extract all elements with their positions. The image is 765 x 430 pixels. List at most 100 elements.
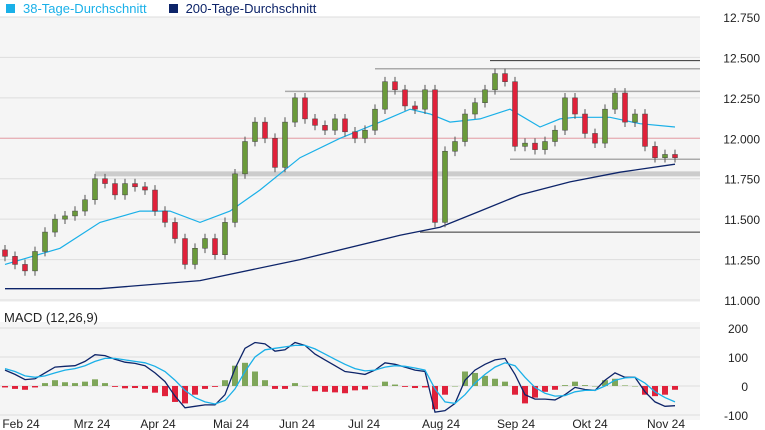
macd-histogram-bar	[592, 386, 598, 387]
macd-histogram-bar	[502, 381, 508, 386]
candle-up	[482, 89, 488, 103]
macd-histogram-bar	[512, 386, 518, 395]
x-tick-label: Jul 24	[348, 417, 380, 430]
macd-histogram-bar	[222, 380, 228, 386]
macd-histogram-bar	[482, 375, 488, 386]
candle-up	[492, 73, 498, 91]
candle-down	[212, 238, 218, 255]
candle-down	[432, 89, 438, 223]
candle-up	[32, 251, 38, 272]
macd-histogram-bar	[172, 386, 178, 402]
candle-down	[652, 146, 658, 158]
candle-down	[402, 89, 408, 107]
macd-tick-label: -100	[724, 409, 748, 423]
candle-up	[232, 173, 238, 223]
candle-up	[242, 141, 248, 175]
x-tick-label: Sep 24	[497, 417, 535, 430]
macd-histogram-bar	[142, 386, 148, 389]
candle-up	[192, 248, 198, 265]
candle-down	[112, 183, 118, 196]
macd-histogram-bar	[202, 386, 208, 389]
candle-up	[362, 129, 368, 139]
macd-tick-label: 0	[741, 380, 748, 394]
candle-up	[122, 183, 128, 196]
macd-histogram-bar	[342, 386, 348, 394]
macd-histogram-bar	[302, 386, 308, 387]
macd-histogram-bar	[122, 386, 128, 389]
candle-down	[412, 105, 418, 110]
candle-down	[302, 97, 308, 120]
macd-histogram-bar	[212, 386, 218, 387]
candle-down	[592, 133, 598, 144]
x-tick-label: Nov 24	[647, 417, 685, 430]
macd-histogram-bar	[292, 383, 298, 386]
macd-histogram-bar	[612, 378, 618, 386]
macd-plot-background	[0, 322, 700, 420]
macd-histogram-bar	[362, 386, 368, 390]
macd-histogram-bar	[322, 386, 328, 392]
candle-up	[372, 108, 378, 131]
macd-histogram-bar	[472, 372, 478, 386]
macd-histogram-bar	[272, 386, 278, 389]
legend-item-ma200[interactable]: 200-Tage-Durchschnitt	[168, 1, 317, 16]
macd-histogram-bar	[12, 386, 18, 389]
macd-histogram-bar	[22, 386, 28, 390]
price-tick-label: 11.750	[724, 173, 760, 187]
candle-up	[222, 222, 228, 255]
legend-label-ma200: 200-Tage-Durchschnitt	[185, 1, 317, 16]
macd-histogram-bar	[252, 371, 258, 386]
legend: 38-Tage-Durchschnitt 200-Tage-Durchschni…	[6, 1, 316, 16]
macd-histogram-bar	[62, 382, 68, 386]
macd-histogram-bar	[642, 386, 648, 395]
legend-label-ma38: 38-Tage-Durchschnitt	[23, 1, 147, 16]
candle-up	[542, 141, 548, 150]
price-tick-label: 11.500	[724, 213, 760, 227]
macd-histogram-bar	[92, 379, 98, 386]
candle-up	[462, 113, 468, 142]
x-tick-label: Okt 24	[572, 417, 608, 430]
legend-swatch-ma200	[168, 4, 178, 13]
legend-item-ma38[interactable]: 38-Tage-Durchschnitt	[6, 1, 147, 16]
candle-down	[272, 138, 278, 168]
macd-histogram-bar	[562, 385, 568, 386]
candle-up	[442, 150, 448, 223]
macd-histogram-bar	[182, 386, 188, 404]
candle-down	[322, 125, 328, 131]
candle-down	[102, 178, 108, 184]
macd-histogram-bar	[42, 383, 48, 386]
x-tick-label: Apr 24	[140, 417, 176, 430]
macd-histogram-bar	[282, 386, 288, 389]
candle-down	[532, 142, 538, 150]
x-tick-label: Mai 24	[213, 417, 249, 430]
candle-up	[662, 154, 668, 158]
candle-up	[92, 178, 98, 200]
macd-histogram-bar	[422, 386, 428, 388]
candle-down	[642, 113, 648, 147]
candle-down	[342, 118, 348, 133]
legend-swatch-ma38	[6, 4, 15, 13]
candle-down	[162, 210, 168, 223]
macd-histogram-bar	[582, 385, 588, 386]
candle-down	[132, 183, 138, 188]
candle-up	[292, 97, 298, 123]
candle-down	[572, 97, 578, 115]
price-tick-label: 12.250	[723, 92, 760, 106]
macd-histogram-bar	[432, 386, 438, 410]
candle-down	[262, 121, 268, 139]
x-tick-label: Jun 24	[279, 417, 315, 430]
candle-down	[172, 222, 178, 239]
price-tick-label: 11.250	[724, 254, 760, 268]
price-tick-label: 11.000	[724, 294, 760, 308]
candle-up	[602, 108, 608, 144]
candle-up	[72, 210, 78, 217]
macd-histogram-bar	[392, 384, 398, 386]
candle-up	[562, 97, 568, 131]
candle-down	[622, 92, 628, 123]
candle-up	[552, 129, 558, 142]
x-tick-label: Feb 24	[2, 417, 40, 430]
macd-histogram-bar	[542, 386, 548, 392]
macd-histogram-bar	[262, 380, 268, 386]
macd-histogram-bar	[52, 380, 58, 386]
macd-histogram-bar	[492, 378, 498, 386]
macd-histogram-bar	[662, 386, 668, 395]
